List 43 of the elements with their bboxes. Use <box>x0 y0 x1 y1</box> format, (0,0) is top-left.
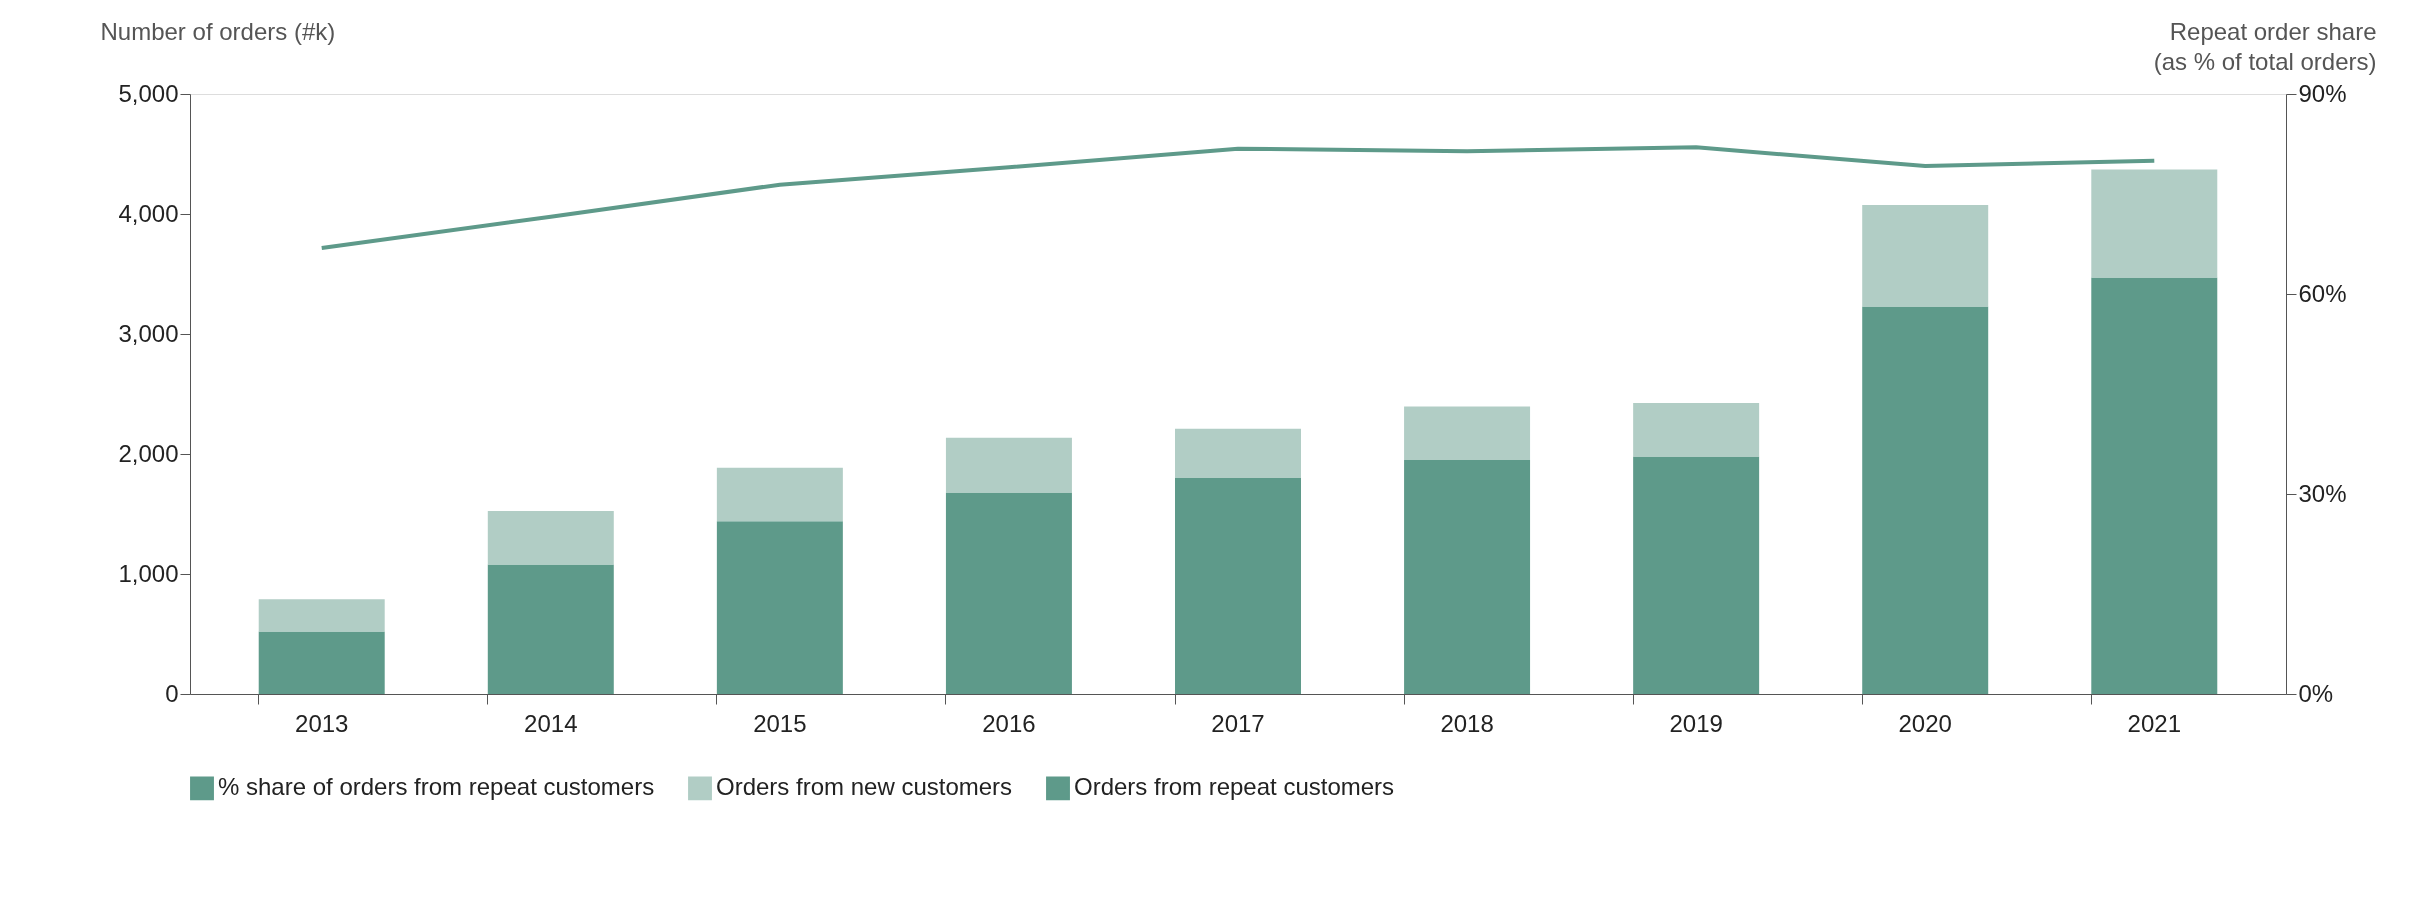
x-tick-label: 2016 <box>982 709 1036 737</box>
x-tick-label: 2021 <box>2127 709 2181 737</box>
line-series <box>319 145 2157 250</box>
bar <box>945 492 1072 694</box>
bar <box>258 599 385 632</box>
x-tick-label: 2014 <box>524 709 578 737</box>
bar <box>1175 428 1301 478</box>
y2-tick-label: 90% <box>2298 79 2347 107</box>
bar <box>1404 460 1531 694</box>
bar <box>716 521 843 694</box>
bar <box>1404 406 1531 460</box>
x-tick-label: 2015 <box>753 709 807 737</box>
y-tick-label: 5,000 <box>118 79 179 107</box>
x-tick-label: 2017 <box>1211 709 1265 737</box>
y-axis-title: Number of orders (#k) <box>100 17 336 45</box>
legend-label: Orders from repeat customers <box>1074 773 1395 801</box>
x-tick-label: 2013 <box>295 709 349 737</box>
x-tick-label: 2020 <box>1898 709 1952 737</box>
bar <box>2091 277 2218 694</box>
bar <box>945 437 1072 493</box>
bar <box>1633 403 1760 457</box>
y2-tick-label: 0% <box>2298 679 2334 707</box>
bar <box>1175 478 1301 694</box>
x-tick-label: 2019 <box>1669 709 1723 737</box>
y2-tick-label: 60% <box>2298 279 2347 307</box>
y2-axis-title: Repeat order share (as % of total orders) <box>2153 17 2377 75</box>
bar <box>487 564 614 694</box>
bar <box>258 631 385 694</box>
bar <box>487 511 614 565</box>
y-tick-label: 2,000 <box>118 439 179 467</box>
x-tick-label: 2018 <box>1440 709 1494 737</box>
y-tick-label: 3,000 <box>118 319 179 347</box>
bar <box>2091 169 2218 278</box>
legend-label: Orders from new customers <box>716 773 1013 801</box>
bar <box>716 467 843 522</box>
y-tick-label: 1,000 <box>118 559 179 587</box>
y-tick-label: 4,000 <box>118 199 179 227</box>
legend-label: % share of orders from repeat customers <box>218 773 655 801</box>
bar <box>1862 205 1989 307</box>
bar <box>1633 456 1760 694</box>
y-tick-label: 0 <box>165 679 179 707</box>
bar <box>1862 306 1989 694</box>
y2-tick-label: 30% <box>2298 479 2347 507</box>
